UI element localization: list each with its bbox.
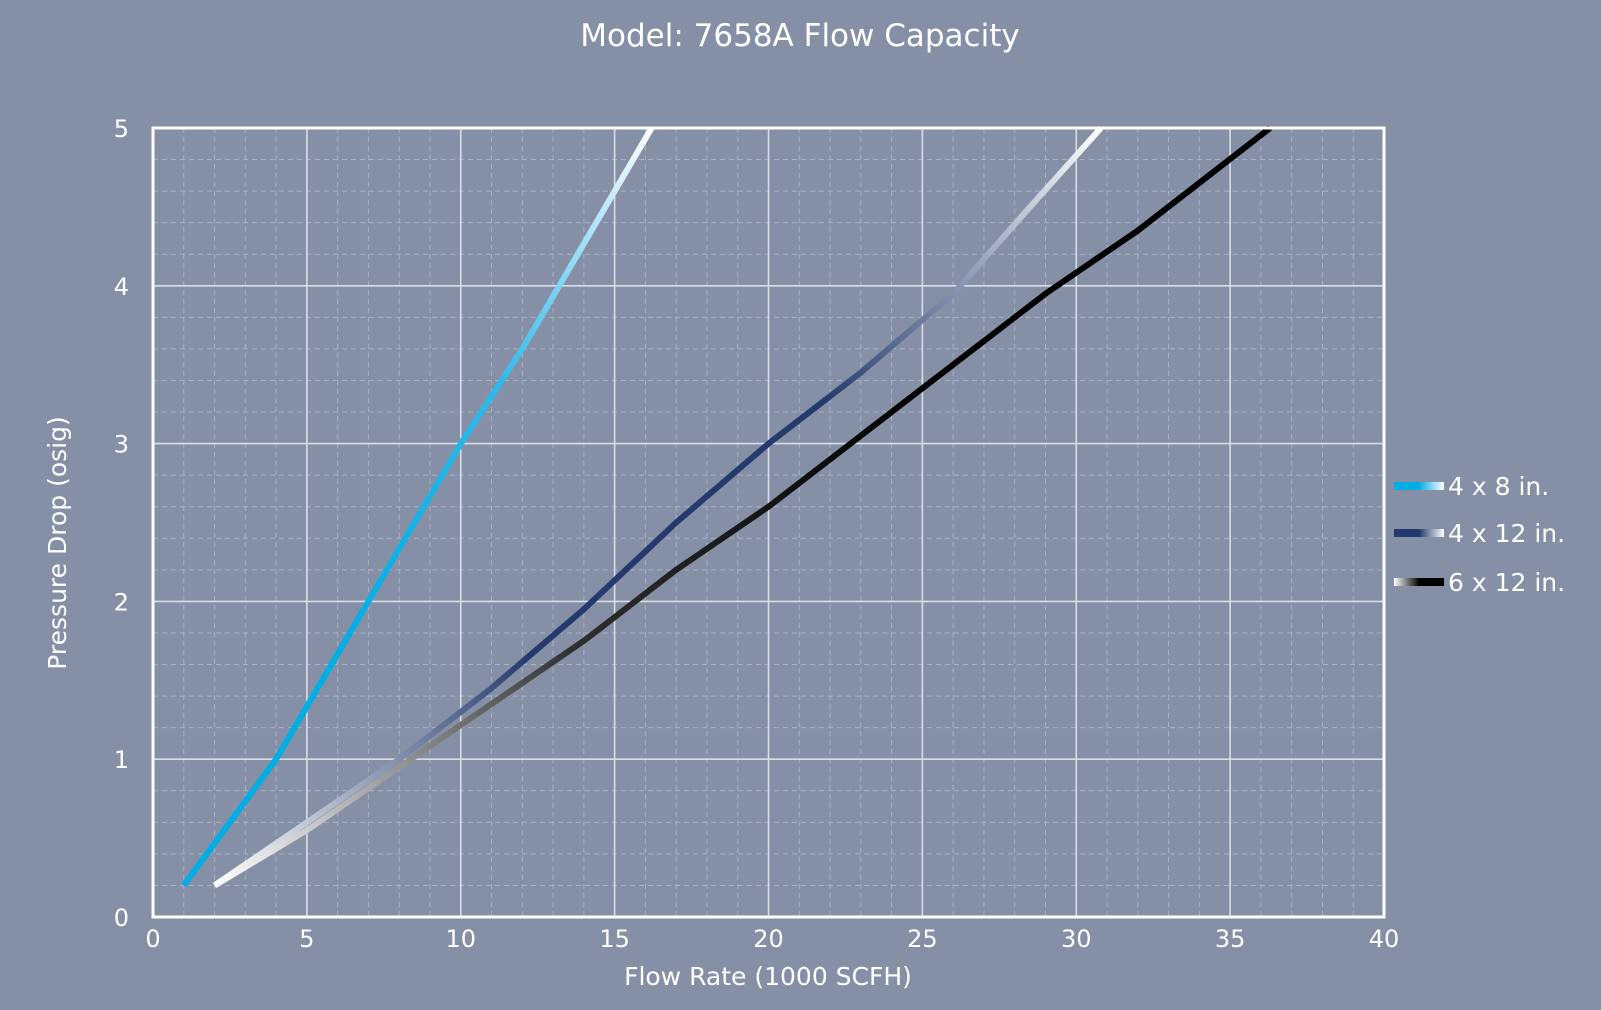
legend-swatch: [1394, 529, 1444, 537]
x-tick-labels: 0 5 10 15 20 25 30 35 40: [145, 925, 1399, 953]
x-tick-label: 25: [907, 925, 938, 953]
x-tick-label: 40: [1369, 925, 1400, 953]
y-tick-label: 0: [114, 904, 129, 932]
y-tick-label: 1: [114, 746, 129, 774]
x-tick-label: 35: [1215, 925, 1246, 953]
y-axis-label: Pressure Drop (osig): [43, 416, 72, 669]
legend-swatch: [1394, 578, 1444, 586]
plot-border: [151, 126, 1386, 919]
chart-title: Model: 7658A Flow Capacity: [580, 18, 1019, 54]
series-line-3: [213, 125, 1272, 888]
y-tick-label: 3: [114, 431, 129, 459]
x-axis-label: Flow Rate (1000 SCFH): [624, 962, 912, 991]
major-grid: [153, 128, 1384, 917]
y-tick-label: 5: [114, 115, 129, 143]
x-tick-label: 10: [445, 925, 476, 953]
y-tick-label: 4: [114, 273, 129, 301]
legend-swatch: [1394, 482, 1444, 490]
legend-label: 6 x 12 in.: [1448, 568, 1565, 597]
legend: 4 x 8 in. 4 x 12 in. 6 x 12 in.: [1394, 472, 1565, 597]
legend-label: 4 x 12 in.: [1448, 519, 1565, 548]
x-tick-label: 30: [1061, 925, 1092, 953]
x-tick-label: 5: [299, 925, 314, 953]
x-tick-label: 20: [753, 925, 784, 953]
x-tick-label: 0: [145, 925, 160, 953]
y-tick-labels: 0 1 2 3 4 5: [114, 115, 129, 932]
series-line-1: [181, 126, 655, 888]
series-line-2: [212, 125, 1104, 888]
x-tick-label: 15: [599, 925, 630, 953]
y-tick-label: 2: [114, 588, 129, 616]
legend-label: 4 x 8 in.: [1448, 472, 1549, 501]
series-layer: [181, 125, 1272, 888]
